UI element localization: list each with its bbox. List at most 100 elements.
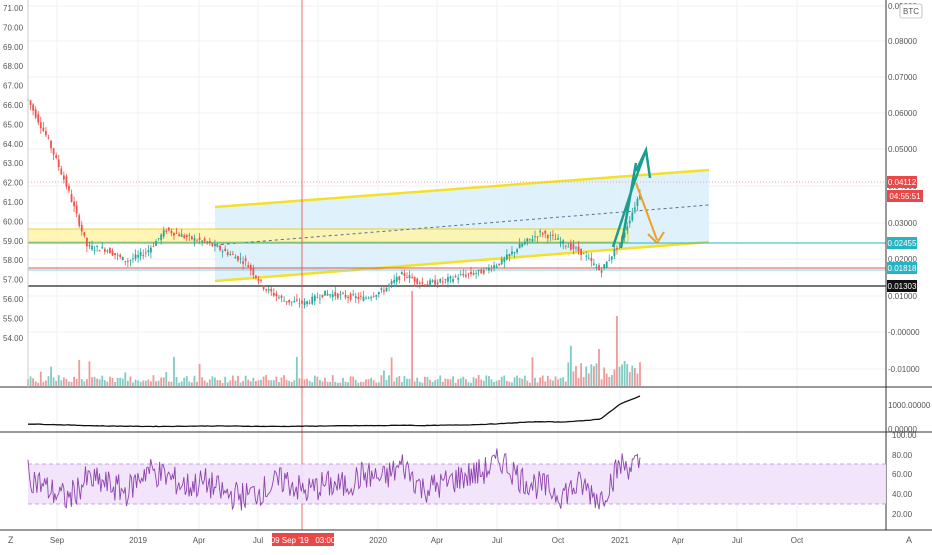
price-candle (42, 127, 45, 131)
price-candle (493, 265, 495, 269)
price-candle (247, 265, 250, 267)
level-tag-cyan (887, 237, 917, 249)
volume-bar (475, 378, 478, 386)
volume-bar (247, 379, 250, 386)
left-axis-tick: 60.00 (3, 217, 24, 226)
volume-bar (577, 377, 580, 386)
volume-bar (559, 378, 562, 386)
price-candle (449, 276, 452, 279)
right-axis-tick: 0.02000 (888, 255, 917, 264)
countdown-tag (887, 190, 923, 202)
price-candle (132, 258, 134, 260)
volume-bar (383, 370, 385, 386)
volume-bar (431, 382, 434, 386)
volume-bar (393, 381, 396, 386)
volume-bar (139, 381, 142, 386)
price-candle (293, 300, 296, 303)
price-candle (444, 279, 447, 281)
price-candle (582, 253, 585, 255)
volume-bar (193, 375, 196, 386)
volume-bar (444, 378, 447, 386)
price-candle (475, 273, 478, 275)
price-candle (426, 284, 429, 285)
price-candle (633, 207, 636, 210)
volume-bar (319, 379, 321, 386)
volume-bar (493, 382, 495, 386)
price-candle (505, 254, 508, 260)
price-candle (221, 251, 224, 253)
price-candle (137, 254, 140, 258)
left-axis-tick: 66.00 (3, 101, 24, 110)
projection-down-arrow (635, 182, 658, 241)
bottom-right-label[interactable]: A (906, 535, 912, 545)
volume-bar (613, 369, 616, 386)
volume-bar (275, 376, 278, 386)
price-candle (106, 250, 109, 252)
volume-bar (616, 316, 618, 386)
volume-bar (623, 360, 626, 386)
volume-bar (434, 380, 437, 386)
price-candle (114, 253, 116, 255)
volume-bar (321, 381, 324, 386)
right-axis-tick: -0.00000 (888, 328, 920, 337)
price-candle (544, 230, 547, 234)
x-axis-tick: 2021 (611, 536, 629, 545)
price-candle (214, 244, 216, 247)
price-candle (85, 237, 88, 247)
rsi-tick: 40.00 (892, 490, 913, 499)
volume-bar (421, 382, 424, 386)
left-axis-tick: 59.00 (3, 237, 24, 246)
price-candle (188, 235, 191, 236)
price-candle (372, 296, 375, 298)
price-candle (380, 288, 383, 291)
volume-bar (116, 377, 119, 386)
time-axis[interactable]: Sep2019AprJulOct2020AprJulOct2021AprJulO… (50, 536, 804, 545)
volume-bar (367, 379, 370, 386)
volume-bar (349, 376, 352, 386)
price-candle (129, 260, 132, 262)
volume-bar (511, 382, 513, 386)
price-candle (196, 240, 198, 242)
price-candle (513, 252, 516, 254)
volume-bar (505, 380, 508, 386)
x-axis-tick: Oct (552, 536, 565, 545)
volume-bar (636, 373, 639, 386)
volume-bar (42, 381, 45, 386)
volume-bar (226, 382, 229, 386)
volume-bar (106, 381, 109, 386)
price-candle (577, 246, 580, 252)
volume-bar (311, 382, 314, 386)
price-candle (554, 239, 557, 241)
price-candle (65, 176, 68, 187)
volume-bar (234, 380, 237, 386)
price-candle (572, 244, 575, 250)
price-candle (359, 295, 362, 297)
price-candle (75, 205, 78, 214)
volume-bar (472, 377, 475, 386)
volume-bar (73, 376, 75, 386)
volume-bar (109, 376, 111, 386)
volume-bar (155, 381, 157, 386)
bottom-left-label[interactable]: Z (8, 535, 14, 545)
price-candle (516, 249, 518, 253)
price-candle (439, 279, 442, 283)
crosshair-time-tag (272, 533, 334, 546)
price-candle (393, 279, 396, 283)
volume-bar (377, 382, 380, 386)
volume-bar (528, 382, 531, 386)
volume-bar (249, 381, 252, 386)
volume-bar (370, 377, 373, 386)
volume-bar (121, 378, 124, 386)
price-candle (109, 247, 111, 254)
indicator-tick: 0.00000 (888, 425, 917, 434)
price-candle (272, 292, 275, 296)
volume-bar (167, 381, 170, 386)
left-axis[interactable]: 71.00 70.00 69.00 68.00 67.00 66.00 65.00 64.00… (3, 4, 24, 343)
price-candle (91, 245, 93, 250)
volume-bar (610, 375, 613, 386)
volume-bar (219, 380, 221, 386)
price-candle (526, 238, 529, 242)
volume-bar (470, 382, 472, 386)
